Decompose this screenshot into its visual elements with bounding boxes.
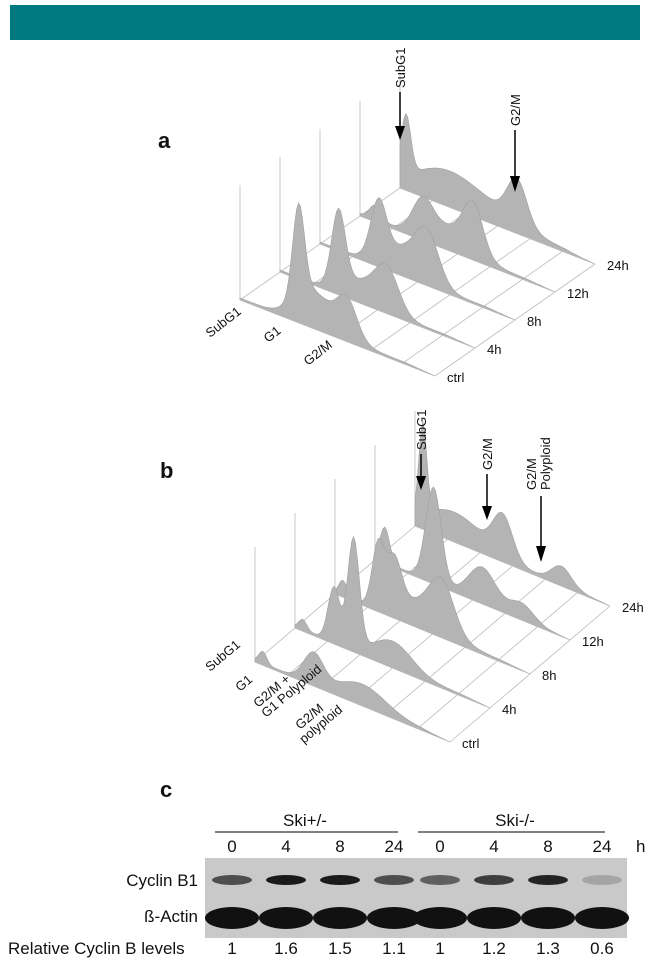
timepoint-label: 12h [582, 634, 604, 649]
relative-value: 1.6 [274, 939, 298, 958]
band [374, 875, 414, 885]
band [467, 907, 521, 929]
group-label: Ski+/- [283, 811, 327, 830]
figure: 24h12h8h4hctrl 24h12h8h4hctrl a SubG1 G2… [0, 0, 650, 963]
band [320, 875, 360, 885]
relative-value: 1.1 [382, 939, 406, 958]
band [266, 875, 306, 885]
band [259, 907, 313, 929]
timepoint-label: 4 [489, 837, 498, 856]
axis-label: SubG1 [202, 637, 243, 675]
panel-b: 24h 12h 8h 4h ctrl [255, 411, 644, 751]
unit-label: h [636, 837, 645, 856]
peak-label: Polyploid [538, 437, 553, 490]
band [582, 875, 622, 885]
peak-label: SubG1 [393, 48, 408, 88]
timepoint-label: 0 [435, 837, 444, 856]
timepoint-label: 4h [487, 342, 501, 357]
peak-label: G2/M [508, 94, 523, 126]
peak-label: G2/M [524, 458, 539, 490]
relative-value: 0.6 [590, 939, 614, 958]
timepoint-label: 8 [335, 837, 344, 856]
band [420, 875, 460, 885]
band [575, 907, 629, 929]
timepoint-label: 4h [502, 702, 516, 717]
arrow-head [536, 546, 546, 562]
panel-a: 24h 12h 8h 4h ctrl [240, 73, 629, 385]
axis-label: G2/M [301, 337, 335, 368]
timepoint-label: 12h [567, 286, 589, 301]
relative-label: Relative Cyclin B levels [8, 939, 185, 958]
timepoint-label: ctrl [462, 736, 479, 751]
timepoint-label: 24 [385, 837, 404, 856]
relative-value: 1 [227, 939, 236, 958]
peak-label: G2/M [480, 438, 495, 470]
band [474, 875, 514, 885]
band [313, 907, 367, 929]
arrow-head [482, 506, 492, 520]
axis-label: G1 [261, 323, 284, 345]
axis-label: SubG1 [203, 304, 244, 341]
timepoint-label: ctrl [447, 370, 464, 385]
timepoint-label: 4 [281, 837, 290, 856]
header-bar [10, 5, 640, 40]
relative-value: 1.2 [482, 939, 506, 958]
relative-value: 1.5 [328, 939, 352, 958]
timepoint-label: 8h [542, 668, 556, 683]
band [521, 907, 575, 929]
relative-value: 1 [435, 939, 444, 958]
timepoint-label: 24h [622, 600, 644, 615]
panel-label: b [160, 458, 173, 483]
relative-value: 1.3 [536, 939, 560, 958]
row-label: Cyclin B1 [126, 871, 198, 890]
timepoint-label: 0 [227, 837, 236, 856]
row-label: ß-Actin [144, 907, 198, 926]
timepoint-label: 8h [527, 314, 541, 329]
timepoint-label: 24 [593, 837, 612, 856]
band [367, 907, 421, 929]
panel-label: a [158, 128, 171, 153]
timepoint-label: 8 [543, 837, 552, 856]
peak-label: SubG1 [414, 410, 429, 450]
band [205, 907, 259, 929]
axis-label: G1 [232, 672, 255, 695]
band [413, 907, 467, 929]
band [212, 875, 252, 885]
timepoint-label: 24h [607, 258, 629, 273]
panel-label: c [160, 777, 172, 802]
band [528, 875, 568, 885]
group-label: Ski-/- [495, 811, 535, 830]
